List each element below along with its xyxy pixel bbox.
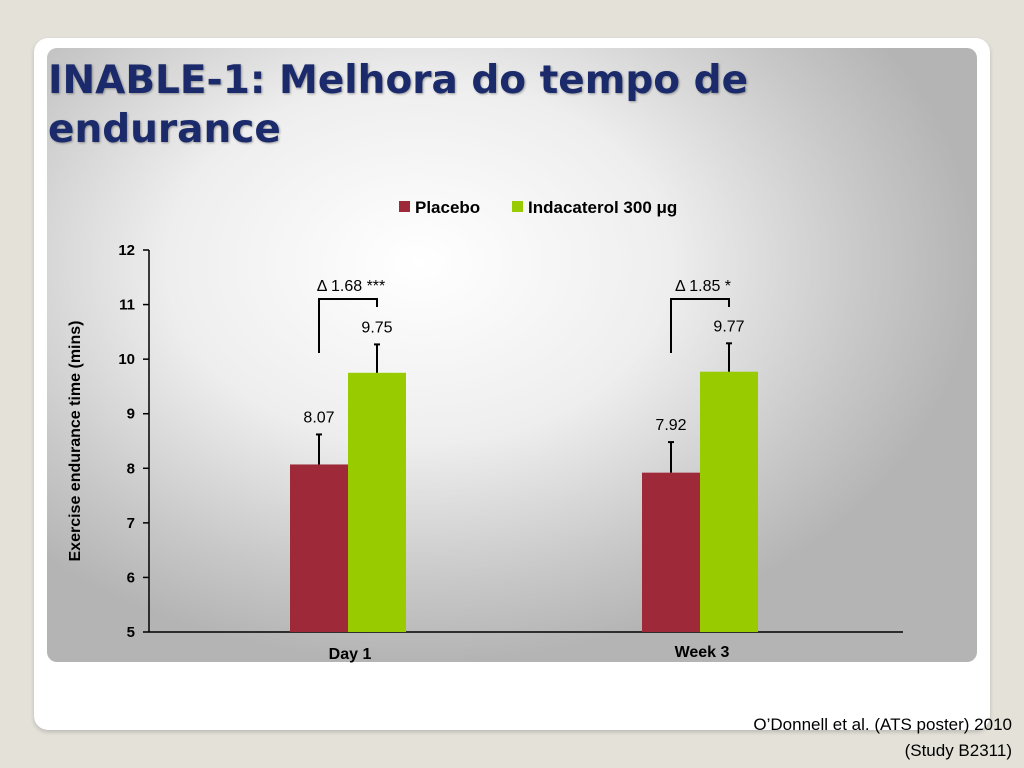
slide-title: INABLE-1: Melhora do tempo de endurance: [48, 58, 749, 152]
y-tick-label: 10: [118, 351, 135, 368]
significance-bracket: [318, 298, 378, 353]
legend-label: Indacaterol 300 μg: [528, 198, 677, 217]
data-label: 8.07: [303, 409, 334, 426]
significance-annotation: Δ 1.85 *: [675, 278, 731, 295]
x-category-label: Week 3: [675, 644, 730, 661]
legend-swatch-placebo: [399, 201, 410, 212]
y-axis-title: Exercise endurance time (mins): [67, 321, 84, 562]
significance-bracket: [670, 298, 730, 353]
y-tick-label: 6: [127, 569, 135, 586]
x-category-label: Day 1: [329, 646, 372, 663]
bar-placebo: [290, 464, 348, 632]
y-tick-label: 11: [119, 297, 135, 314]
bar-indacaterol-300-g: [700, 371, 758, 632]
data-label: 9.75: [361, 319, 392, 336]
bar-indacaterol-300-g: [348, 372, 406, 632]
legend-swatch-indacaterol-300-g: [512, 201, 523, 212]
data-label: 9.77: [713, 318, 744, 335]
y-tick-label: 12: [118, 242, 135, 259]
chart-background: [47, 48, 977, 662]
bar-placebo: [642, 472, 700, 632]
citation: O’Donnell et al. (ATS poster) 2010 (Stud…: [753, 712, 1012, 764]
significance-annotation: Δ 1.68 ***: [317, 278, 386, 295]
data-label: 7.92: [655, 417, 686, 434]
y-tick-label: 7: [127, 515, 135, 532]
citation-line-2: (Study B2311): [904, 741, 1012, 760]
legend-label: Placebo: [415, 198, 480, 217]
citation-line-1: O’Donnell et al. (ATS poster) 2010: [753, 715, 1012, 734]
y-tick-label: 9: [127, 406, 135, 423]
y-tick-label: 5: [127, 624, 135, 641]
y-tick-label: 8: [127, 460, 135, 477]
